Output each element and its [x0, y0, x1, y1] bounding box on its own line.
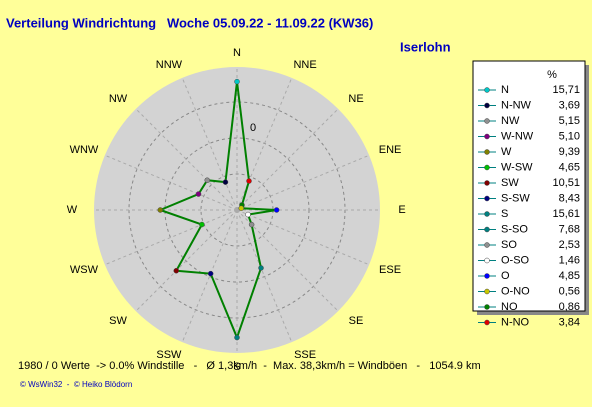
- radial-label: 0: [250, 122, 256, 134]
- legend-header: %: [547, 69, 557, 81]
- legend-name: W-SW: [501, 161, 533, 173]
- legend-marker: [484, 226, 490, 233]
- direction-label: N: [233, 47, 241, 59]
- legend-name: W-NW: [501, 130, 534, 142]
- credit: © WsWin32 - © Heiko Blödorn: [20, 380, 132, 389]
- legend-value: 15,61: [552, 208, 580, 220]
- point: [204, 177, 210, 183]
- direction-label: SE: [349, 315, 364, 327]
- point: [258, 265, 264, 271]
- legend-name: O-SO: [501, 254, 530, 266]
- legend-value: 4,65: [559, 161, 580, 173]
- legend-marker: [484, 319, 490, 326]
- direction-label: NNW: [156, 59, 183, 71]
- legend-marker: [484, 288, 490, 295]
- direction-label: NE: [348, 93, 363, 105]
- chart-title: Verteilung Windrichtung Woche 05.09.22 -…: [6, 15, 373, 30]
- point: [273, 207, 280, 213]
- legend-marker: [484, 102, 490, 109]
- legend-value: 3,69: [559, 99, 580, 111]
- point: [222, 179, 229, 185]
- legend-marker: [484, 87, 490, 93]
- legend-name: N-NO: [501, 316, 530, 328]
- legend-name: SO: [501, 239, 517, 251]
- legend-marker: [484, 149, 490, 155]
- legend-name: S: [501, 208, 508, 220]
- legend-name: O-NO: [501, 285, 530, 297]
- direction-label: NNE: [293, 59, 316, 71]
- direction-label: E: [398, 204, 405, 216]
- legend-name: S-SO: [501, 223, 528, 235]
- point: [199, 221, 205, 228]
- direction-label: ESE: [379, 264, 401, 276]
- legend-marker: [484, 118, 490, 124]
- direction-label: NW: [109, 93, 128, 105]
- point: [207, 270, 214, 277]
- direction-label: SSE: [294, 349, 316, 361]
- legend-value: 2,53: [559, 239, 580, 251]
- direction-label: WNW: [70, 144, 99, 156]
- legend-value: 8,43: [559, 192, 580, 204]
- legend-value: 5,10: [559, 130, 580, 142]
- direction-label: WSW: [70, 264, 99, 276]
- legend-value: 7,68: [559, 223, 580, 235]
- legend-marker: [484, 211, 490, 217]
- legend-value: 9,39: [559, 146, 580, 158]
- legend-marker: [484, 195, 490, 202]
- legend-name: O: [501, 270, 510, 282]
- point: [234, 334, 240, 341]
- legend: [472, 60, 586, 312]
- legend-value: 5,15: [559, 115, 580, 127]
- legend-marker: [484, 304, 490, 310]
- legend-marker: [484, 164, 490, 171]
- legend-name: S-SW: [501, 192, 530, 204]
- footer: 1980 / 0 Werte -> 0.0% Windstille - Ø 1,…: [18, 360, 481, 372]
- legend-marker: [484, 180, 490, 186]
- legend-marker: [484, 242, 490, 248]
- point: [248, 221, 255, 228]
- direction-label: SSW: [156, 349, 182, 361]
- legend-name: N: [501, 84, 509, 96]
- legend-name: N-NW: [501, 99, 532, 111]
- legend-value: 3,84: [559, 316, 580, 328]
- legend-value: 1,46: [559, 254, 580, 266]
- legend-value: 0,86: [559, 301, 580, 313]
- location: Iserlohn: [400, 39, 451, 54]
- point: [173, 267, 180, 274]
- direction-label: S: [233, 361, 240, 373]
- legend-name: SW: [501, 177, 519, 189]
- point: [157, 207, 164, 213]
- legend-marker: [484, 273, 490, 279]
- point: [245, 211, 251, 218]
- direction-label: SW: [109, 315, 127, 327]
- legend-marker: [484, 257, 490, 264]
- point: [234, 78, 240, 85]
- point: [195, 191, 202, 197]
- point: [246, 178, 252, 184]
- direction-label: W: [67, 204, 78, 216]
- direction-label: ENE: [379, 144, 402, 156]
- legend-value: 4,85: [559, 270, 580, 282]
- legend-value: 0,56: [559, 285, 580, 297]
- legend-value: 10,51: [552, 177, 580, 189]
- point: [238, 205, 244, 211]
- legend-marker: [484, 133, 490, 140]
- legend-name: W: [501, 146, 512, 158]
- legend-value: 15,71: [552, 84, 580, 96]
- legend-name: NW: [501, 115, 520, 127]
- legend-name: NO: [501, 301, 518, 313]
